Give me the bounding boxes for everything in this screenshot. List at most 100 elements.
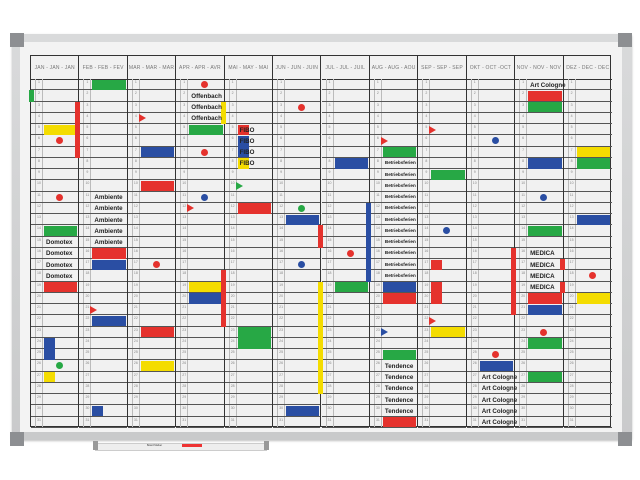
day-row[interactable]: 30 bbox=[321, 405, 369, 417]
day-row[interactable]: 6 bbox=[515, 135, 563, 147]
red-bar-magnet[interactable] bbox=[511, 247, 517, 316]
day-row[interactable]: 27 bbox=[321, 371, 369, 383]
day-row[interactable]: 26 bbox=[273, 360, 321, 372]
day-row[interactable]: 21 bbox=[224, 304, 273, 316]
day-row[interactable]: 22 bbox=[563, 315, 612, 327]
day-row[interactable]: 26 bbox=[515, 360, 563, 372]
event-label-magnet[interactable]: MEDICA bbox=[530, 250, 555, 258]
event-label-magnet[interactable]: MEDICA bbox=[530, 261, 555, 269]
day-row[interactable]: 9 bbox=[321, 169, 369, 181]
day-row[interactable]: 25 bbox=[466, 349, 515, 361]
day-row[interactable]: 2 bbox=[31, 90, 79, 102]
day-row[interactable]: 20 bbox=[273, 292, 321, 305]
event-label-magnet[interactable]: Betriebsferien bbox=[384, 261, 416, 267]
day-row[interactable]: 23 bbox=[466, 326, 515, 338]
day-row[interactable]: 22 bbox=[369, 315, 418, 327]
green-block-magnet[interactable] bbox=[382, 349, 417, 360]
day-row[interactable]: 17 bbox=[321, 259, 369, 271]
day-row[interactable]: 23 bbox=[176, 326, 224, 338]
day-row[interactable]: 14 bbox=[466, 225, 515, 237]
red-bar-magnet[interactable] bbox=[220, 270, 226, 327]
green-block-magnet[interactable] bbox=[334, 282, 368, 293]
event-label-magnet[interactable]: Ambiente bbox=[94, 216, 123, 224]
day-row[interactable]: 12 bbox=[176, 202, 224, 215]
event-label-magnet[interactable]: Betriebsferien bbox=[384, 216, 416, 222]
red-dot-magnet[interactable] bbox=[298, 103, 306, 111]
green-block-magnet[interactable] bbox=[576, 158, 610, 169]
yellow-block-magnet[interactable] bbox=[44, 124, 78, 135]
day-row[interactable]: 1 bbox=[321, 79, 369, 91]
day-row[interactable]: 28 bbox=[466, 382, 515, 395]
day-row[interactable]: 3 bbox=[79, 101, 127, 113]
day-row[interactable]: 16 bbox=[176, 247, 224, 260]
day-row[interactable]: 28 bbox=[563, 382, 612, 395]
day-row[interactable]: 10 bbox=[176, 180, 224, 192]
red-dot-magnet[interactable] bbox=[152, 261, 160, 269]
day-row[interactable]: 1 bbox=[418, 79, 466, 91]
day-row[interactable]: 29 bbox=[176, 394, 224, 406]
day-row[interactable]: 20 bbox=[31, 292, 79, 305]
event-label-magnet[interactable]: Ambiente bbox=[94, 205, 123, 213]
day-row[interactable]: 14 bbox=[224, 225, 273, 237]
day-row[interactable]: 19 bbox=[224, 281, 273, 293]
day-row[interactable]: 1 bbox=[176, 79, 224, 91]
day-row[interactable]: 22 bbox=[176, 315, 224, 327]
day-row[interactable]: 16 bbox=[321, 247, 369, 260]
day-row[interactable]: 3 bbox=[31, 101, 79, 113]
blue-block-magnet[interactable] bbox=[334, 158, 368, 169]
green-block-magnet[interactable] bbox=[528, 225, 562, 237]
yellow-bar-magnet[interactable] bbox=[220, 101, 226, 125]
event-label-magnet[interactable]: FIBO bbox=[239, 137, 255, 145]
yellow-block-magnet[interactable] bbox=[431, 327, 465, 338]
event-label-magnet[interactable]: Art Cologne bbox=[481, 419, 518, 427]
day-row[interactable]: 4 bbox=[31, 112, 79, 125]
day-row[interactable]: 25 bbox=[176, 349, 224, 361]
day-row[interactable]: 14 bbox=[176, 225, 224, 237]
day-row[interactable]: 6 bbox=[563, 135, 612, 147]
day-row[interactable]: 4 bbox=[515, 112, 563, 125]
day-row[interactable]: 21 bbox=[79, 304, 127, 316]
day-row[interactable]: 6 bbox=[418, 135, 466, 147]
day-row[interactable]: 12 bbox=[563, 202, 612, 215]
event-label-magnet[interactable]: Betriebsferien bbox=[384, 227, 416, 233]
day-row[interactable]: 31 bbox=[31, 416, 79, 428]
day-row[interactable]: 28 bbox=[321, 382, 369, 395]
day-row[interactable]: 1 bbox=[31, 79, 79, 91]
day-row[interactable]: 11 bbox=[127, 191, 176, 203]
day-row[interactable]: 30 bbox=[515, 405, 563, 417]
day-row[interactable]: 27 bbox=[224, 371, 273, 383]
day-row[interactable]: 12 bbox=[31, 202, 79, 215]
red-dot-magnet[interactable] bbox=[56, 193, 63, 201]
day-row[interactable]: 5 bbox=[369, 124, 418, 136]
day-row[interactable]: 4 bbox=[176, 112, 224, 125]
day-row[interactable]: 26 bbox=[224, 360, 273, 372]
day-row[interactable]: 22 bbox=[515, 315, 563, 327]
day-row[interactable]: 8 bbox=[31, 157, 79, 170]
red-block-magnet[interactable] bbox=[237, 203, 272, 214]
day-row[interactable]: 29 bbox=[224, 394, 273, 406]
day-row[interactable]: 4 bbox=[466, 112, 515, 125]
day-row[interactable]: 19 bbox=[127, 281, 176, 293]
day-row[interactable]: 3 bbox=[127, 101, 176, 113]
day-row[interactable]: 10 bbox=[321, 180, 369, 192]
event-label-magnet[interactable]: Betriebsferien bbox=[384, 194, 416, 200]
blue-dot-magnet[interactable] bbox=[201, 193, 209, 201]
day-row[interactable]: 6 bbox=[321, 135, 369, 147]
day-row[interactable]: 8 bbox=[418, 157, 466, 170]
day-row[interactable]: 1 bbox=[273, 79, 321, 91]
yellow-small-magnet[interactable] bbox=[237, 158, 249, 169]
day-row[interactable]: 13 bbox=[418, 214, 466, 226]
day-row[interactable]: 15 bbox=[273, 236, 321, 248]
day-row[interactable]: 24 bbox=[176, 337, 224, 350]
day-row[interactable]: 25 bbox=[273, 349, 321, 361]
day-row[interactable]: 12 bbox=[466, 202, 515, 215]
day-row[interactable]: 22 bbox=[273, 315, 321, 327]
blue-small-magnet[interactable] bbox=[92, 405, 104, 417]
red-flag-magnet[interactable] bbox=[138, 114, 146, 123]
day-row[interactable]: 29 bbox=[369, 394, 418, 406]
day-row[interactable]: 25 bbox=[127, 349, 176, 361]
blue-block-magnet[interactable] bbox=[140, 147, 175, 158]
yellow-block-magnet[interactable] bbox=[576, 147, 610, 158]
event-label-magnet[interactable]: Offenbach bbox=[191, 92, 222, 100]
day-row[interactable]: 19 bbox=[563, 281, 612, 293]
